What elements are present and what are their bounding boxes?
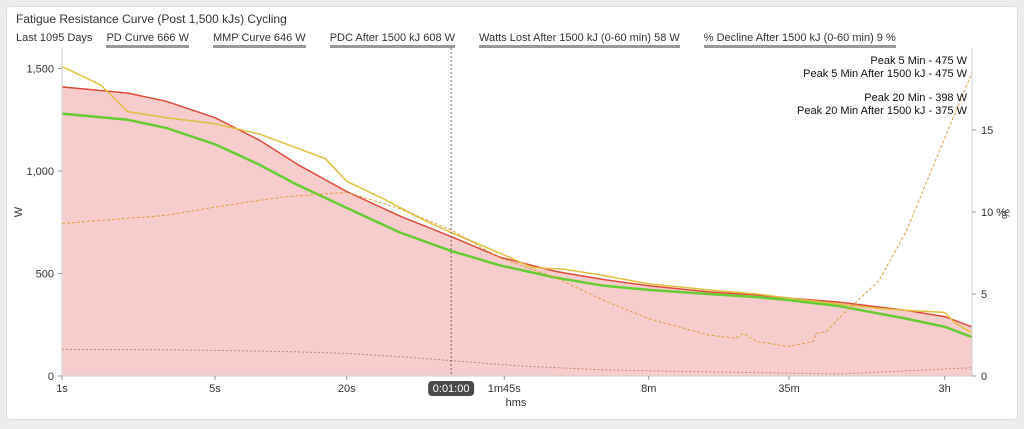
y2-tick-label: 5 bbox=[981, 289, 987, 301]
y-axis-label: W bbox=[13, 206, 25, 217]
annotation-text: Peak 5 Min After 1500 kJ - 475 W bbox=[803, 68, 967, 80]
y-tick-label: 500 bbox=[36, 269, 54, 281]
x-tick-label: 35m bbox=[778, 383, 799, 395]
series-line-watts-lost-after-1500-kj bbox=[61, 348, 973, 375]
x-tick-label: 8m bbox=[641, 383, 656, 395]
pd-curve-area bbox=[62, 86, 972, 377]
x-axis-label: hms bbox=[506, 397, 527, 409]
x-tick-label: 20s bbox=[338, 383, 356, 395]
legend-item-pdc-after[interactable]: PDC After 1500 kJ 608 W bbox=[329, 32, 456, 48]
legend-item-watts-lost[interactable]: Watts Lost After 1500 kJ (0-60 min) 58 W bbox=[479, 32, 680, 48]
chart-legend: Last 1095 Days PD Curve 666 W MMP Curve … bbox=[16, 32, 920, 48]
legend-item-mmp-curve[interactable]: MMP Curve 646 W bbox=[212, 32, 306, 48]
legend-item-pd-curve[interactable]: PD Curve 666 W bbox=[106, 32, 189, 48]
series-line--decline-after-1500-kj bbox=[61, 72, 973, 347]
x-tick-label: 1s bbox=[56, 383, 68, 395]
legend-item-percent-decline[interactable]: % Decline After 1500 kJ (0-60 min) 9 % bbox=[703, 32, 896, 48]
x-tick-label: 3h bbox=[939, 383, 951, 395]
y-tick-label: 1,000 bbox=[26, 166, 54, 178]
series-line-pdc-after-1500-kj bbox=[61, 112, 973, 339]
annotation-text: Peak 20 Min After 1500 kJ - 375 W bbox=[797, 105, 968, 117]
y2-tick-label: 0 bbox=[981, 371, 987, 383]
y-tick-label: 0 bbox=[48, 371, 54, 383]
x-tick-label: 5s bbox=[209, 383, 221, 395]
chart-title: Fatigue Resistance Curve (Post 1,500 kJs… bbox=[16, 12, 287, 26]
cursor-badge bbox=[428, 381, 475, 396]
series-line-mmp-curve bbox=[61, 65, 973, 334]
y2-tick-label: 10 % bbox=[981, 207, 1006, 219]
annotation-text: Peak 5 Min - 475 W bbox=[870, 55, 967, 67]
axes: 0 500 1,000 1,500 0 5 10 % 15 1s 5s 20s 1m45s 8m 35m 3… bbox=[13, 48, 1011, 409]
x-tick-label: 1m45s bbox=[488, 383, 522, 395]
plot-area bbox=[61, 65, 973, 377]
cursor-label: 0:01:00 bbox=[433, 383, 470, 395]
period-label: Last 1095 Days bbox=[16, 32, 93, 44]
y-tick-label: 1,500 bbox=[26, 64, 54, 76]
y2-tick-label: 15 bbox=[981, 125, 993, 137]
cursor: 0:01:00 bbox=[428, 48, 475, 396]
series-line-pd-curve bbox=[61, 86, 973, 328]
y2-axis-label: % bbox=[999, 209, 1011, 219]
annotation-text: Peak 20 Min - 398 W bbox=[864, 92, 967, 104]
